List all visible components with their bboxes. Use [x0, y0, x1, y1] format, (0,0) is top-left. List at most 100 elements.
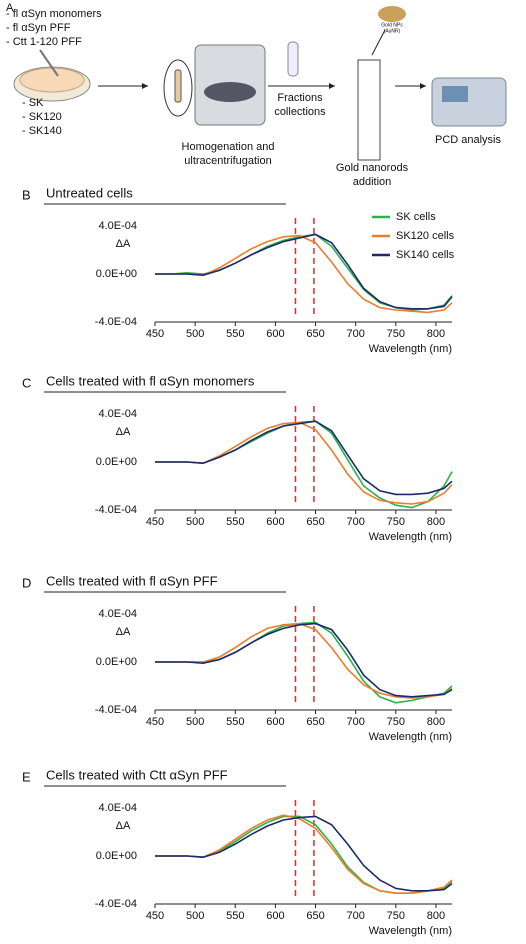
x-tick-label: 500: [186, 716, 204, 728]
cell-line: - SK: [22, 97, 44, 109]
x-axis-label: Wavelength (nm): [369, 731, 452, 743]
x-tick-label: 550: [226, 516, 244, 528]
x-tick-label: 650: [306, 516, 324, 528]
chart-title: Cells treated with fl αSyn monomers: [46, 373, 255, 388]
x-tick-label: 550: [226, 910, 244, 922]
y-tick-label: 4.0E-04: [98, 608, 137, 620]
chart-title: Untreated cells: [46, 185, 133, 200]
chart-title: Cells treated with fl αSyn PFF: [46, 573, 218, 588]
panel-a: A - fl αSyn monomers - fl αSyn PFF - Ctt…: [6, 2, 507, 188]
x-axis-label: Wavelength (nm): [369, 343, 452, 355]
legend-label: SK cells: [396, 211, 436, 223]
treatment: - fl αSyn monomers: [6, 8, 102, 20]
x-tick-label: 600: [266, 516, 284, 528]
legend-label: SK120 cells: [396, 230, 455, 242]
legend-label: SK140 cells: [396, 249, 455, 261]
y-axis-label: ΔA: [116, 820, 131, 832]
series-line: [155, 814, 453, 894]
x-tick-label: 800: [427, 716, 445, 728]
x-tick-label: 750: [387, 516, 405, 528]
step-label: Gold nanorods: [336, 162, 409, 174]
y-tick-label: 4.0E-04: [98, 802, 137, 814]
cell-line: - SK120: [22, 111, 62, 123]
y-tick-label: -4.0E-04: [95, 704, 137, 716]
x-tick-label: 600: [266, 328, 284, 340]
x-tick-label: 800: [427, 328, 445, 340]
y-tick-label: 0.0E+00: [96, 656, 137, 668]
y-tick-label: 0.0E+00: [96, 456, 137, 468]
gold-np-label: (AuNR): [384, 28, 401, 34]
x-tick-label: 450: [146, 516, 164, 528]
screen-icon: [442, 86, 468, 102]
step-label: addition: [353, 176, 392, 188]
y-tick-label: -4.0E-04: [95, 316, 137, 328]
series-line: [155, 815, 453, 894]
step-label: ultracentrifugation: [184, 155, 271, 167]
x-axis-label: Wavelength (nm): [369, 531, 452, 543]
y-tick-label: 0.0E+00: [96, 268, 137, 280]
x-tick-label: 550: [226, 716, 244, 728]
step-label: collections: [274, 106, 326, 118]
cell-line: - SK140: [22, 125, 62, 137]
arrowhead: [329, 83, 335, 89]
y-tick-label: 4.0E-04: [98, 408, 137, 420]
series-line: [155, 815, 453, 892]
rotor-icon: [204, 82, 256, 102]
x-tick-label: 750: [387, 716, 405, 728]
zoom-icon: [163, 59, 193, 117]
x-tick-label: 650: [306, 716, 324, 728]
fractions-icon: [287, 41, 299, 77]
x-tick-label: 450: [146, 328, 164, 340]
y-axis-label: ΔA: [116, 626, 131, 638]
y-axis-label: ΔA: [116, 426, 131, 438]
cuvette-icon: [357, 59, 381, 161]
x-tick-label: 700: [346, 910, 364, 922]
arrowhead: [420, 83, 426, 89]
x-tick-label: 500: [186, 516, 204, 528]
series-line: [155, 622, 453, 699]
series-line: [155, 233, 453, 310]
treatment: - Ctt 1-120 PFF: [6, 36, 82, 48]
x-tick-label: 800: [427, 910, 445, 922]
cells-icon: [19, 67, 85, 93]
panel-label: D: [22, 575, 31, 590]
x-tick-label: 600: [266, 910, 284, 922]
panel-label: B: [22, 187, 31, 202]
y-tick-label: -4.0E-04: [95, 898, 137, 910]
x-tick-label: 450: [146, 910, 164, 922]
y-tick-label: -4.0E-04: [95, 504, 137, 516]
arrow: [371, 29, 386, 56]
x-tick-label: 750: [387, 910, 405, 922]
x-tick-label: 500: [186, 910, 204, 922]
y-tick-label: 0.0E+00: [96, 850, 137, 862]
series-line: [155, 233, 453, 311]
y-axis-label: ΔA: [116, 238, 131, 250]
series-line: [155, 622, 453, 698]
panel-label: C: [22, 375, 31, 390]
x-tick-label: 600: [266, 716, 284, 728]
x-tick-label: 700: [346, 516, 364, 528]
series-line: [155, 420, 453, 496]
step-label: PCD analysis: [435, 134, 502, 146]
step-label: Fractions: [277, 92, 323, 104]
x-tick-label: 800: [427, 516, 445, 528]
step-label: Homogenation and: [182, 141, 275, 153]
pipette-icon: [39, 49, 59, 77]
gold-np-icon: [378, 6, 406, 22]
y-tick-label: 4.0E-04: [98, 220, 137, 232]
x-tick-label: 700: [346, 328, 364, 340]
x-tick-label: 750: [387, 328, 405, 340]
chart-title: Cells treated with Ctt αSyn PFF: [46, 767, 228, 782]
x-tick-label: 550: [226, 328, 244, 340]
gold-np-label: Gold NPs: [381, 22, 403, 28]
x-tick-label: 450: [146, 716, 164, 728]
x-axis-label: Wavelength (nm): [369, 925, 452, 937]
x-tick-label: 650: [306, 910, 324, 922]
panel-label: A: [6, 2, 14, 14]
tube-icon: [174, 69, 182, 103]
arrowhead: [142, 83, 148, 89]
treatment: - fl αSyn PFF: [6, 22, 71, 34]
x-tick-label: 650: [306, 328, 324, 340]
x-tick-label: 500: [186, 328, 204, 340]
